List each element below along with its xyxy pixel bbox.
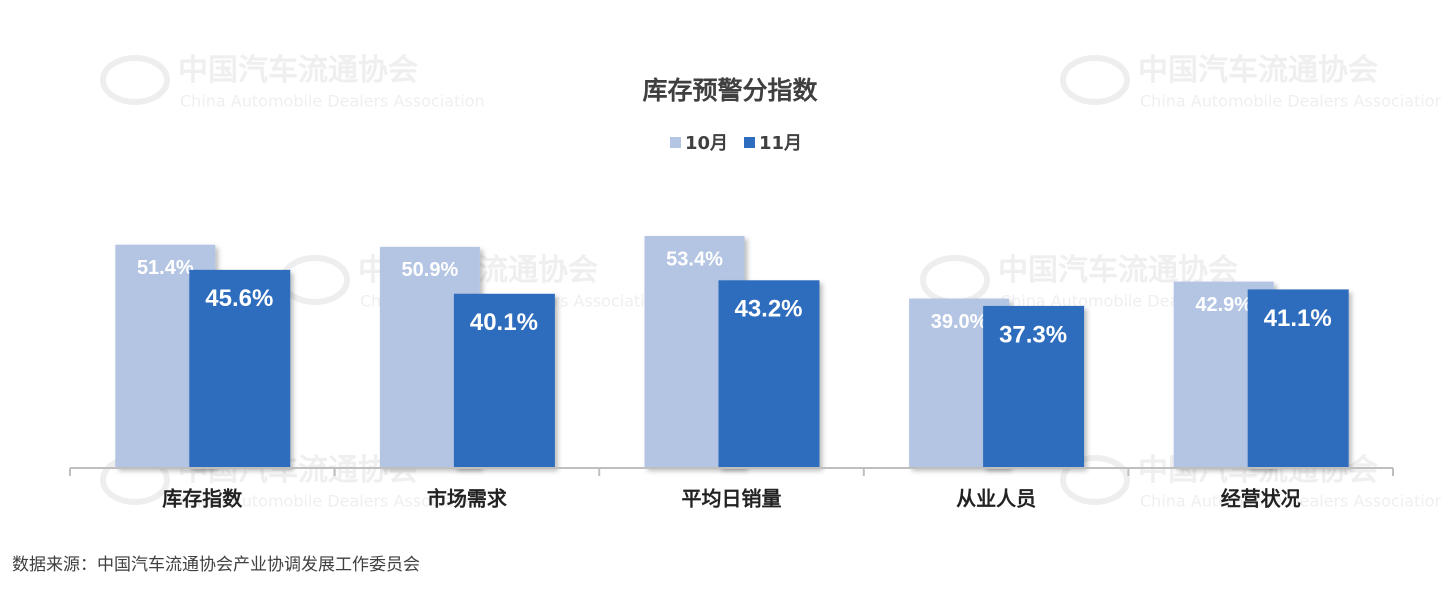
data-label: 43.2% bbox=[734, 296, 802, 323]
x-tick-label: 库存指数 bbox=[162, 487, 243, 511]
x-tick-label: 经营状况 bbox=[1221, 487, 1301, 511]
watermark-logo bbox=[920, 255, 990, 305]
source-note: 数据来源：中国汽车流通协会产业协调发展工作委员会 bbox=[12, 555, 420, 575]
legend-label: 11月 bbox=[759, 133, 802, 154]
watermark-text: 中国汽车流通协会 bbox=[1138, 53, 1378, 88]
bar bbox=[1247, 289, 1349, 468]
data-label: 40.1% bbox=[470, 309, 538, 336]
bar bbox=[983, 305, 1085, 468]
x-tick-label: 市场需求 bbox=[427, 487, 508, 511]
watermark-logo bbox=[100, 55, 170, 105]
data-label: 42.9% bbox=[1195, 294, 1252, 316]
data-label: 53.4% bbox=[666, 248, 723, 270]
watermark-text: China Automobile Dealers Association bbox=[180, 492, 485, 511]
data-label: 51.4% bbox=[137, 257, 194, 279]
data-label: 41.1% bbox=[1264, 305, 1332, 332]
watermark-text: China Automobile Dealers Association bbox=[1140, 492, 1441, 511]
legend-swatch bbox=[670, 137, 681, 148]
legend-swatch bbox=[744, 137, 755, 148]
watermark-text: China Automobile Dealers Association bbox=[180, 92, 485, 111]
data-label: 39.0% bbox=[931, 311, 988, 333]
bar bbox=[453, 293, 555, 468]
x-tick-label: 平均日销量 bbox=[682, 487, 782, 511]
watermark-logo bbox=[280, 255, 350, 305]
data-label: 50.9% bbox=[402, 259, 459, 281]
watermark-text: China Automobile Dealers Association bbox=[1140, 92, 1441, 111]
bar bbox=[718, 280, 820, 468]
watermark-text: 中国汽车流通协会 bbox=[178, 53, 418, 88]
watermark-logo bbox=[1060, 55, 1130, 105]
x-tick-label: 从业人员 bbox=[956, 487, 1036, 511]
legend-label: 10月 bbox=[685, 133, 728, 154]
watermark-logo bbox=[1060, 455, 1130, 505]
data-label: 45.6% bbox=[205, 285, 273, 312]
data-label: 37.3% bbox=[999, 321, 1067, 348]
chart-title: 库存预警分指数 bbox=[642, 76, 818, 105]
bar bbox=[189, 269, 291, 468]
